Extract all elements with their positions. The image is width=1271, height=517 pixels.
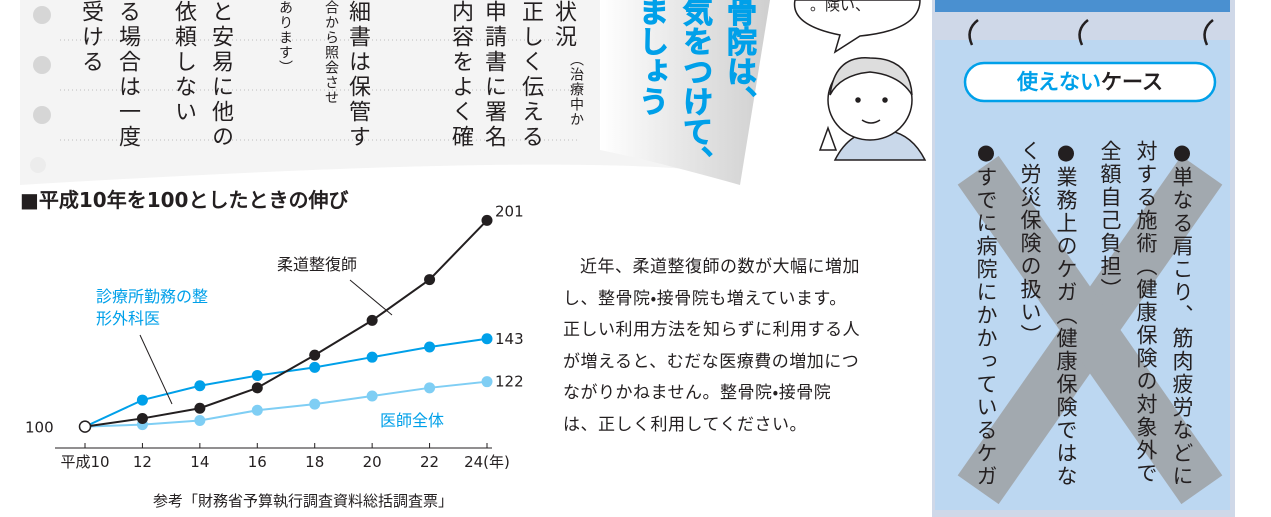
series-line [84,380,488,428]
panel-item: ●単なる肩こり、筋肉疲労などに対する施術（健康保険の対象外で全額自己負担） [1098,140,1194,488]
point [251,370,263,382]
panel-title-emphasis: 使えない [1017,70,1102,94]
bubble-text: 。険い、 [810,0,871,14]
point [424,274,436,286]
leader [349,279,393,316]
note-paper [20,0,760,185]
x-tick-label: 18 [305,453,324,471]
heading-line: 骨院は、 [721,0,757,117]
heading-line: ましょう [633,0,669,117]
source: 参考「財務省予算執行調査資料総括調査票」 [153,492,454,510]
end-value-label: 122 [495,373,524,391]
panel-items: ●単なる肩こり、筋肉疲労などに対する施術（健康保険の対象外で全額自己負担） ●業務… [960,140,1200,490]
point [424,341,436,353]
ruled-lines [60,39,580,141]
point [481,376,493,388]
x-tick-label: 平成10 [60,453,109,471]
point [366,390,378,402]
heading-line: 気をつけて、 [677,0,713,177]
point [194,380,206,392]
point [366,351,378,363]
note-column: あります） [277,0,293,75]
paragraph: 近年、柔道整復師の数が大幅に増加し、整骨院・接骨院も増えています。正しい利用方法… [563,257,861,435]
panel-title-box [963,61,1217,103]
note-column: と安易に他の [208,0,233,150]
note-column: 依頼しない [171,0,196,125]
note-column: 状況 [551,0,576,50]
point [136,394,148,406]
note-column: 申請書に署名 [481,0,506,150]
x-tick-label: 22 [420,453,439,471]
end-value-label: 143 [495,330,524,348]
series-line [84,219,488,428]
point [251,382,263,394]
legend-label: 診療所勤務の整形外科医 [96,287,209,328]
point [481,333,493,345]
point [309,361,321,373]
point [481,214,493,226]
x-tick-label: 20 [363,453,382,471]
point [309,349,321,361]
note-column: 内容をよく確 [448,0,473,150]
note-column: 正しく伝える [518,0,543,150]
note-column: 合から照会させ [323,0,339,105]
panel-top [935,0,1230,12]
point [136,412,148,424]
rings [968,19,1214,46]
cross [957,155,1223,505]
note-column: る場合は一度 [115,0,140,150]
end-value-label: 201 [495,202,524,220]
note-column: 細書は保管す [345,0,370,150]
start-value-label: 100 [25,419,54,437]
chart-title: ■平成10年を100としたときの伸び [20,188,349,212]
bullets [30,6,51,173]
chart: 平成10 12 14 16 18 20 22 24(年) 143 122 201 100 [25,202,524,471]
x-tick-label: 24(年) [464,453,510,471]
panel-title-rest: ケース [1101,70,1163,94]
illustration [818,57,927,161]
point [194,402,206,414]
panel-title: 使えないケース [965,63,1215,101]
start-point [78,420,92,433]
note-column: 受ける [78,0,103,75]
x-tick-label: 14 [190,453,209,471]
point [309,398,321,410]
leader [139,334,173,405]
point [194,414,206,426]
panel-item: ●業務上のケガ（健康保険ではなく労災保険の扱い） [1018,140,1078,488]
point [251,404,263,416]
x-tick-label: 16 [248,453,267,471]
point [424,382,436,394]
x-tick-label: 12 [133,453,152,471]
legend-label: 医師全体 [380,411,445,430]
page-curl [600,0,770,185]
legend-label: 柔道整復師 [277,255,358,274]
note-column: （治療中か [568,52,584,127]
panel-item: ●すでに病院にかかっているケガ [974,140,998,488]
speech-bubble [793,0,921,54]
point [366,314,378,326]
